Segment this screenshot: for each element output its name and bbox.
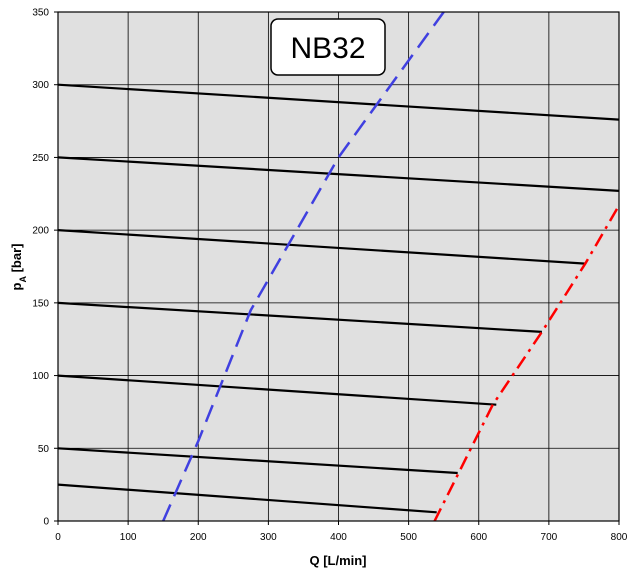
series-line-3 (58, 301, 542, 333)
series-line-1 (58, 156, 619, 192)
series-group (58, 12, 619, 521)
series-line-4 (58, 374, 497, 406)
chart-title: NB32 (290, 32, 365, 65)
x-axis-title: Q [L/min] (309, 553, 366, 568)
x-tick-label: 200 (190, 532, 207, 543)
x-tick-label: 400 (330, 532, 347, 543)
x-tick-label: 800 (611, 532, 628, 543)
series-line-2 (58, 229, 586, 265)
series-line-dashdot-red (433, 204, 619, 521)
x-tick-label: 600 (470, 532, 487, 543)
y-axis-ticks: 0 50 100 150 200 250 300 350 (32, 8, 58, 528)
y-tick-label: 300 (32, 80, 49, 91)
y-axis-title-sub: A (18, 276, 28, 283)
x-tick-label: 500 (400, 532, 417, 543)
y-tick-label: 0 (43, 517, 49, 528)
series-line-6 (58, 483, 437, 514)
y-tick-label: 100 (32, 371, 49, 382)
y-axis-title-main: p (9, 282, 24, 290)
y-tick-label: 150 (32, 298, 49, 309)
y-axis-title: pA [bar] (9, 244, 28, 291)
series-line-5 (58, 447, 458, 475)
x-tick-label: 100 (120, 532, 137, 543)
chart-title-box: NB32 (270, 18, 386, 76)
series-line-0 (58, 83, 619, 121)
y-tick-label: 350 (32, 8, 49, 19)
series-line-dashed-blue (162, 12, 445, 521)
x-tick-label: 0 (55, 532, 61, 543)
y-tick-label: 50 (38, 444, 50, 455)
x-tick-label: 300 (260, 532, 277, 543)
y-tick-label: 200 (32, 226, 49, 237)
y-axis-title-unit: [bar] (9, 244, 24, 277)
x-tick-label: 700 (541, 532, 558, 543)
x-axis-ticks: 0 100 200 300 400 500 600 700 800 (55, 521, 628, 543)
y-tick-label: 250 (32, 153, 49, 164)
